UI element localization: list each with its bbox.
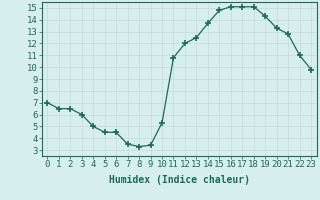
X-axis label: Humidex (Indice chaleur): Humidex (Indice chaleur) — [109, 175, 250, 185]
